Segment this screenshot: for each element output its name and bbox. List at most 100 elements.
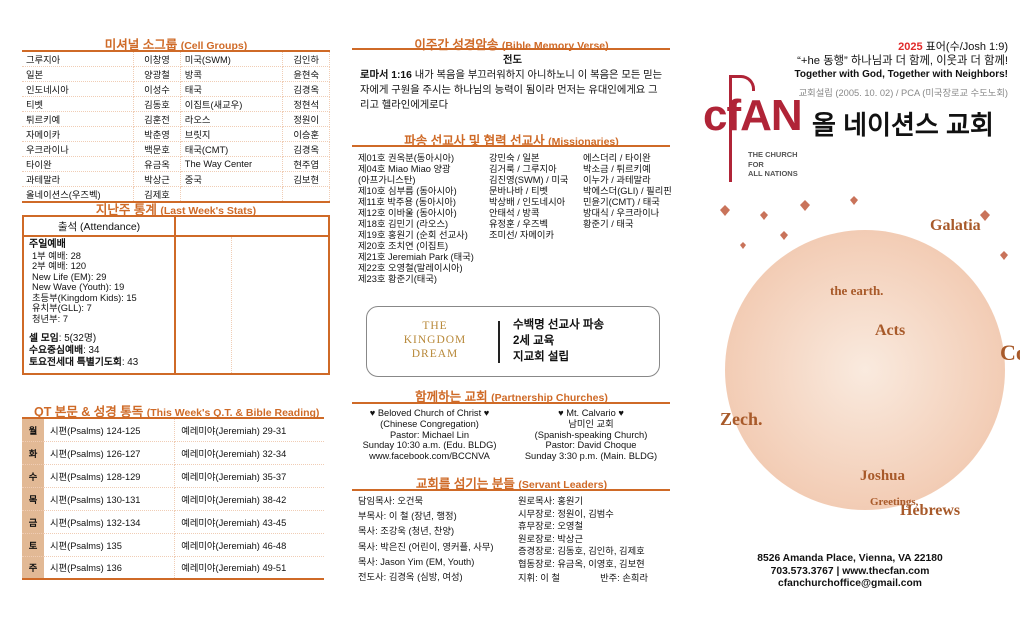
table-row: 금 시편(Psalms) 132-134 예레미야(Jeremiah) 43-45 <box>22 510 324 534</box>
cell-leader: 김훈전 <box>133 111 181 127</box>
table-row: 일본 양광철 방콕 윤현숙 <box>22 66 330 82</box>
day: 금 <box>22 510 44 534</box>
missionary: 황준기 / 태국 <box>583 219 634 229</box>
day: 월 <box>22 418 44 442</box>
verse-theme: 전도 <box>503 55 522 66</box>
stat-sat: 토요전세대 특별기도회: 43 <box>29 357 139 368</box>
table-row: 수 시편(Psalms) 128-129 예레미야(Jeremiah) 35-37 <box>22 464 324 488</box>
cell-leader <box>282 186 330 203</box>
missionaries-col-2: 강민숙 / 일본 김거룩 / 그루지아 김진영(SWM) / 미국 문바나바 / 티벳… <box>489 153 568 241</box>
leader: 전도사: 김경옥 (심방, 여성) <box>358 572 463 583</box>
cell-group-name: 이집트(새교우) <box>180 96 284 112</box>
header-motto: 2025 표어(수/Josh 1:9) “+he 동행” 하나님과 더 함께, … <box>794 41 1008 98</box>
missionary: 방대식 / 우크라이나 <box>583 208 660 218</box>
email[interactable]: cfanchurchoffice@gmail.com <box>778 578 922 589</box>
table-row: 주 시편(Psalms) 136 예레미야(Jeremiah) 49-51 <box>22 556 324 580</box>
cell-leader: 김보현 <box>282 171 330 187</box>
address: 8526 Amanda Place, Vienna, VA 22180 <box>757 553 943 564</box>
leader: 담임목사: 오건묵 <box>358 496 424 506</box>
cell-groups-table: 그루지아 이창영 미국(SWM) 김인하 일본 양광철 방콕 윤현숙 인도네시아 이성수 태국 김경옥… <box>22 50 330 203</box>
leader: 원로장로: 박상근 <box>518 533 584 544</box>
cell-leader: 김인하 <box>282 51 330 67</box>
missionary: 조미선/ 자메이카 <box>489 230 555 240</box>
verse-title: 이주간 성경암송 (Bible Memory Verse) <box>414 38 609 52</box>
attendance-line: 2부 예배: 120 <box>32 261 87 271</box>
memory-verse: 전도 로마서 1:16 내가 복음을 부끄러워하지 아니하노니 이 복음은 모든… <box>360 53 665 113</box>
missionary: 제10호 심부름 (동아시아) <box>358 186 457 196</box>
globe-word: Zech. <box>720 409 763 429</box>
cell-leader: 윤현숙 <box>282 66 330 82</box>
church-tagline: THE CHURCH FOR ALL NATIONS <box>748 150 798 178</box>
partner-line: 남미인 교회 <box>568 418 614 429</box>
globe-icon <box>725 230 1005 510</box>
qt-passage: 시편(Psalms) 135 <box>44 533 176 557</box>
cell-group-name: 타이완 <box>22 156 135 172</box>
missionary: 제20호 조치연 (이집트) <box>358 241 449 251</box>
leaders-left: 담임목사: 오건묵 부목사: 이 철 (장년, 행정) 목사: 조강욱 (청년, 찬… <box>358 494 493 585</box>
missionary: 안태석 / 방콕 <box>489 208 540 218</box>
cell-leader: 현주엽 <box>282 156 330 172</box>
cell-leader: 유금옥 <box>133 156 181 172</box>
partner-mt-calvario: ♥ Mt. Calvario ♥ 남미인 교회 (Spanish-speaking … <box>512 408 670 462</box>
church-name-ko: 올 네이션스 교회 <box>812 110 994 140</box>
missionary: 제21호 Jeremiah Park (태국) <box>358 252 474 262</box>
globe-word: Co <box>1000 340 1020 365</box>
cell-group-name: 미국(SWM) <box>180 51 284 67</box>
cell-leader: 정원이 <box>282 111 330 127</box>
leaders-right: 원로목사: 홍원기 시무장로: 정원이, 김범수 휴무장로: 오영철 원로장로: 박상… <box>518 495 645 570</box>
contact-info: 8526 Amanda Place, Vienna, VA 22180 703.… <box>690 553 1010 591</box>
leader: 시무장로: 정원이, 김범수 <box>518 508 614 519</box>
kingdom-dream-box: THE KINGDOM DREAM 수백명 선교사 파송 2세 교육 지교회 설립 <box>366 306 660 377</box>
partner-line: ♥ Beloved Church of Christ ♥ <box>369 408 490 418</box>
cell-group-name: The Way Center <box>180 156 284 172</box>
table-row: 타이완 유금옥 The Way Center 현주엽 <box>22 156 330 172</box>
partner-line: Pastor: David Choque <box>545 440 637 451</box>
phone-website[interactable]: 703.573.3767 | www.thecfan.com <box>770 565 930 577</box>
missionary: 이누가 / 과테말라 <box>583 175 651 185</box>
missionaries-col-3: 에스더리 / 타이완 박소금 / 튀르키예 이누가 / 과테말라 박에스더(GLI) … <box>583 153 672 230</box>
kingdom-dream-logo: THE KINGDOM DREAM <box>403 320 467 360</box>
stats-table: 출석 (Attendance) 주일예배 1부 예배: 28 2부 예배: 120… <box>22 215 330 375</box>
cell-groups-title: 미셔널 소그룹 (Cell Groups) <box>104 38 248 52</box>
missionary: 박에스더(GLI) / 필리핀 <box>583 186 672 196</box>
table-row: 우크라이나 백문호 태국(CMT) 김경옥 <box>22 141 330 157</box>
day: 주 <box>22 556 44 580</box>
partner-beloved-church: ♥ Beloved Church of Christ ♥ (Chinese Con… <box>352 408 507 462</box>
cell-leader: 김동호 <box>133 96 181 112</box>
table-row: 토 시편(Psalms) 135 예레미야(Jeremiah) 46-48 <box>22 533 324 557</box>
cell-group-name: 브릿지 <box>180 126 284 142</box>
globe-word: Hebrews <box>900 502 960 519</box>
qt-passage: 시편(Psalms) 124-125 <box>44 418 176 442</box>
globe-word: Greetings, <box>870 496 919 508</box>
qt-passage: 시편(Psalms) 126-127 <box>44 441 176 465</box>
bible-reading: 예레미야(Jeremiah) 49-51 <box>174 556 324 580</box>
partner-line: www.facebook.com/BCCNVA <box>369 451 490 462</box>
missionary: 박소금 / 튀르키예 <box>583 164 651 174</box>
cell-group-name <box>180 186 284 203</box>
qt-table: 월 시편(Psalms) 124-125 예레미야(Jeremiah) 29-31 화… <box>22 417 324 580</box>
bible-reading: 예레미야(Jeremiah) 38-42 <box>174 487 324 511</box>
cell-group-name: 일본 <box>22 66 135 82</box>
missionary: 문바나바 / 티벳 <box>489 186 549 196</box>
partner-line: Pastor: Michael Lin <box>389 429 470 440</box>
table-row: 월 시편(Psalms) 124-125 예레미야(Jeremiah) 29-31 <box>22 418 324 442</box>
missionary: 제22호 오영철(말레이시아) <box>358 263 463 273</box>
partner-line: ♥ Mt. Calvario ♥ <box>558 408 624 418</box>
missionary: 민윤기(CMT) / 태국 <box>583 197 660 207</box>
missionary: 제19호 홍원기 (순회 선교사) <box>358 230 468 240</box>
partners-title: 함께하는 교회 (Partnership Churches) <box>415 390 608 404</box>
missionary: 제23호 황준기(태국) <box>358 274 437 284</box>
cell-group-name: 티벳 <box>22 96 135 112</box>
music-leaders: 지휘: 이 철 반주: 손희라 <box>518 573 648 583</box>
cell-group-name: 우크라이나 <box>22 141 135 157</box>
bible-reading: 예레미야(Jeremiah) 43-45 <box>174 510 324 534</box>
attendance-header: 출석 (Attendance) <box>23 216 176 237</box>
qt-passage: 시편(Psalms) 128-129 <box>44 464 176 488</box>
cell-group-name: 올네이션스(우즈벡) <box>22 186 135 203</box>
table-row: 튀르키예 김훈전 라오스 정원이 <box>22 111 330 127</box>
missionary: 박상배 / 인도네시아 <box>489 197 566 207</box>
partner-line: (Spanish-speaking Church) <box>534 429 648 440</box>
cell-group-name: 자메이카 <box>22 126 135 142</box>
cell-leader: 백문호 <box>133 141 181 157</box>
cell-group-name: 태국(CMT) <box>180 141 284 157</box>
